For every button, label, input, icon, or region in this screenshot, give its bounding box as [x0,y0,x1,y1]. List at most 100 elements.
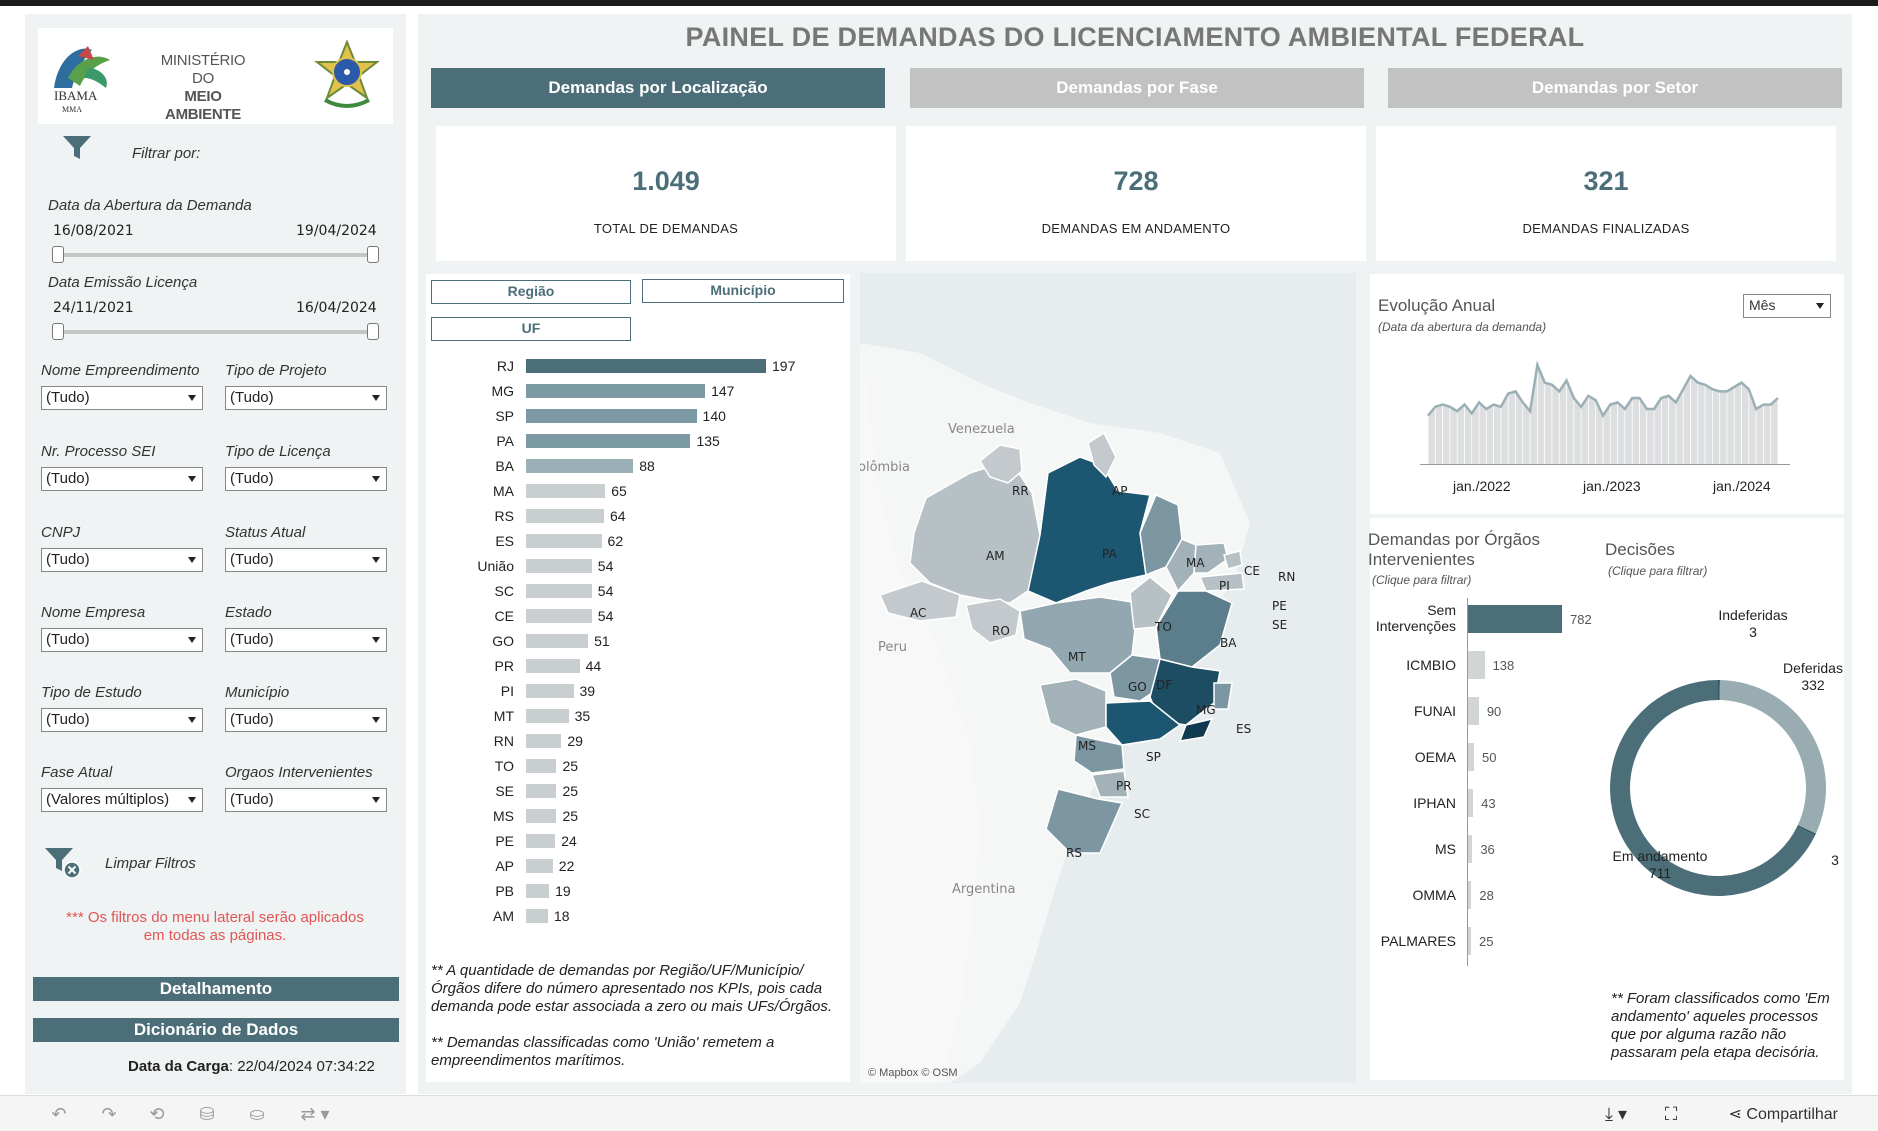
uf-bar[interactable] [526,509,604,523]
undo-icon[interactable]: ↶ [51,1104,67,1124]
redo-icon[interactable]: ↷ [101,1104,117,1124]
uf-bar-row[interactable]: PE 24 [426,831,850,851]
state-rj[interactable] [1178,717,1214,742]
evolucao-line[interactable] [1427,360,1779,419]
refresh-data-icon[interactable]: ⛁ [199,1104,215,1124]
state-ro[interactable] [965,598,1021,644]
date-open-end[interactable]: 19/04/2024 [296,223,377,239]
filter-dropdown[interactable]: (Valores múltiplos) [41,788,203,812]
uf-bar[interactable] [526,484,606,498]
download-icon[interactable]: ⤓ ▾ [1605,1104,1627,1124]
uf-bar-row[interactable]: GO 51 [426,631,850,651]
uf-bar-row[interactable]: AP 22 [426,856,850,876]
uf-bar[interactable] [526,809,557,823]
state-rr[interactable] [979,444,1023,484]
revert-icon[interactable]: ⟲ [149,1104,165,1124]
uf-bar[interactable] [526,709,569,723]
uf-bar[interactable] [526,459,634,473]
date-license-slider-start-handle[interactable] [52,323,64,340]
detalhamento-button[interactable]: Detalhamento [33,977,399,1001]
uf-bar[interactable] [526,734,562,748]
filter-dropdown[interactable]: (Tudo) [225,548,387,572]
orgao-bar[interactable] [1468,743,1474,771]
uf-bar[interactable] [526,684,574,698]
uf-bar[interactable] [526,659,580,673]
orgao-bar-row[interactable]: PALMARES 25 [1370,926,1600,956]
uf-bar-row[interactable]: MG 147 [426,381,850,401]
toggle-regiao[interactable]: Região [431,280,631,304]
filter-dropdown[interactable]: (Tudo) [41,386,203,410]
uf-bar[interactable] [526,409,697,423]
dicionario-dados-button[interactable]: Dicionário de Dados [33,1018,399,1042]
orgao-bar[interactable] [1468,789,1474,817]
orgao-bar[interactable] [1468,927,1471,955]
orgao-bar-row[interactable]: ICMBIO 138 [1370,650,1600,680]
filter-dropdown[interactable]: (Tudo) [41,548,203,572]
state-ap[interactable] [1087,431,1117,479]
uf-bar[interactable] [526,884,550,898]
brazil-map-svg[interactable]: Venezuela olômbia Peru Argentina RR AP A… [860,273,1356,1083]
uf-bar[interactable] [526,609,592,623]
filter-dropdown[interactable]: (Tudo) [225,386,387,410]
orgao-bar-row[interactable]: MS 36 [1370,834,1600,864]
uf-bar[interactable] [526,359,766,373]
uf-bar-row[interactable]: PI 39 [426,681,850,701]
uf-bar[interactable] [526,434,691,448]
filter-dropdown[interactable]: (Tudo) [41,467,203,491]
toggle-uf[interactable]: UF [431,317,631,341]
date-open-start[interactable]: 16/08/2021 [53,223,134,239]
period-select[interactable]: Mês [1743,294,1831,318]
toggle-municipio[interactable]: Município [642,279,844,303]
orgao-bar[interactable] [1468,697,1479,725]
uf-bar-row[interactable]: RJ 197 [426,356,850,376]
orgao-bar-row[interactable]: Sem Intervenções 782 [1370,602,1600,634]
uf-bar[interactable] [526,584,592,598]
donut-slice[interactable] [1797,825,1816,836]
uf-bar-row[interactable]: PR 44 [426,656,850,676]
date-open-slider-start-handle[interactable] [52,246,64,263]
date-open-slider-end-handle[interactable] [367,246,379,263]
fullscreen-icon[interactable]: ⛶ [1664,1104,1678,1124]
state-ce[interactable] [1193,542,1229,574]
uf-bar[interactable] [526,834,556,848]
uf-bar[interactable] [526,909,548,923]
state-to[interactable] [1129,576,1173,630]
filter-dropdown[interactable]: (Tudo) [41,708,203,732]
uf-bar-row[interactable]: CE 54 [426,606,850,626]
uf-bar-row[interactable]: ES 62 [426,531,850,551]
uf-bar-row[interactable]: União 54 [426,556,850,576]
uf-bar-row[interactable]: RN 29 [426,731,850,751]
state-rs[interactable] [1045,788,1124,854]
tab-fase[interactable]: Demandas por Fase [910,68,1364,108]
tab-localizacao[interactable]: Demandas por Localização [431,68,885,108]
tab-setor[interactable]: Demandas por Setor [1388,68,1842,108]
evolucao-area-chart[interactable] [1420,354,1790,464]
filter-dropdown[interactable]: (Tudo) [225,788,387,812]
uf-bar-row[interactable]: MA 65 [426,481,850,501]
clear-filters-label[interactable]: Limpar Filtros [105,855,196,872]
uf-bar[interactable] [526,859,553,873]
orgao-bar[interactable] [1468,881,1472,909]
orgao-bar-row[interactable]: OMMA 28 [1370,880,1600,910]
pause-data-icon[interactable]: ⛀ [249,1104,265,1124]
filter-dropdown[interactable]: (Tudo) [225,467,387,491]
uf-bar-row[interactable]: SC 54 [426,581,850,601]
orgao-bar[interactable] [1468,651,1485,679]
state-pe[interactable] [1198,572,1245,592]
state-mg[interactable] [1149,658,1221,726]
uf-bar-row[interactable]: RS 64 [426,506,850,526]
uf-bar[interactable] [526,384,706,398]
brazil-map[interactable]: Venezuela olômbia Peru Argentina RR AP A… [860,273,1356,1083]
uf-bar[interactable] [526,784,557,798]
clear-filter-icon[interactable] [43,846,83,880]
donut-slice[interactable] [1719,680,1826,834]
uf-bar-row[interactable]: TO 25 [426,756,850,776]
state-rn[interactable] [1223,550,1243,570]
orgao-bar[interactable] [1468,605,1562,633]
filter-dropdown[interactable]: (Tudo) [225,708,387,732]
uf-bar-row[interactable]: BA 88 [426,456,850,476]
uf-bar-row[interactable]: MT 35 [426,706,850,726]
uf-bar[interactable] [526,759,557,773]
date-open-slider[interactable] [55,253,375,257]
state-pr[interactable] [1073,734,1125,774]
